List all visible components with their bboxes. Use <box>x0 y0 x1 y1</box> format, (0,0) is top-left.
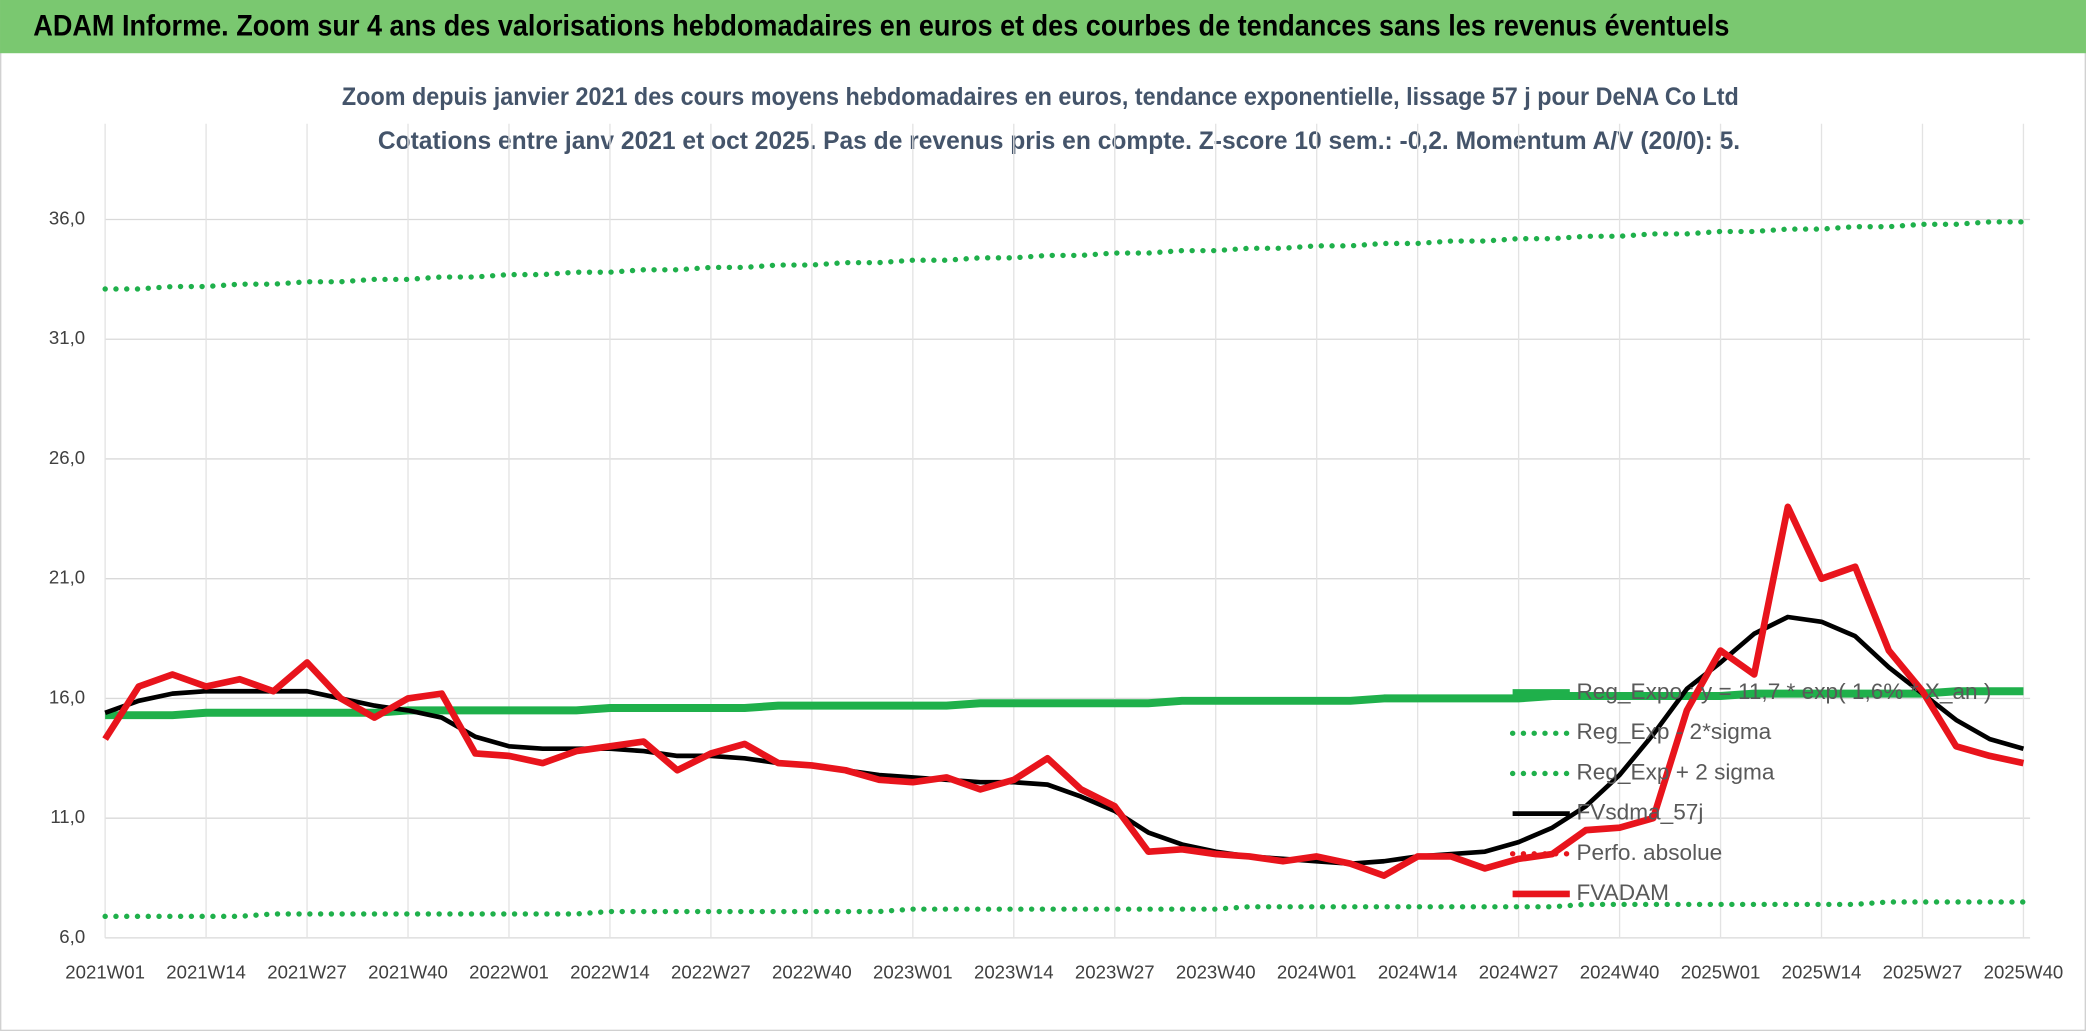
x-tick-label: 2023W40 <box>1176 962 1256 983</box>
chart-subtitle: Cotations entre janv 2021 et oct 2025. P… <box>378 127 1740 155</box>
header-bar <box>0 0 2086 54</box>
y-tick-label: 31,0 <box>49 327 85 348</box>
y-tick-label: 6,0 <box>59 926 85 947</box>
series-line <box>102 219 2027 292</box>
x-tick-label: 2024W40 <box>1580 962 1660 983</box>
legend-label: Reg_Exp + 2 sigma <box>1576 759 1774 784</box>
series-line <box>102 899 2027 919</box>
header: ADAM Informe. Zoom sur 4 ans des valoris… <box>33 11 1729 43</box>
grid: 6,0 11,0 16,0 21,0 26,0 31,0 36,0 2021W01 2021W1… <box>49 123 2064 983</box>
x-tick-label: 2024W27 <box>1479 962 1559 983</box>
legend: Reg_Expo : y = 11,7 * exp( 1,6% * X_an )… <box>1509 679 1991 905</box>
x-tick-label: 2022W01 <box>469 962 549 983</box>
legend-label: FVADAM <box>1576 880 1669 905</box>
plot <box>102 219 2027 919</box>
x-tick-label: 2024W14 <box>1378 962 1458 983</box>
x-tick-label: 2025W14 <box>1782 962 1862 983</box>
x-tick-label: 2025W40 <box>1984 962 2064 983</box>
x-tick-label: 2023W27 <box>1075 962 1155 983</box>
x-tick-label: 2025W01 <box>1681 962 1761 983</box>
x-tick-label: 2023W14 <box>974 962 1054 983</box>
x-tick-label: 2024W01 <box>1277 962 1357 983</box>
y-tick-label: 26,0 <box>49 447 85 468</box>
legend-label: Reg_Exp - 2*sigma <box>1576 719 1771 744</box>
y-tick-label: 11,0 <box>50 806 85 827</box>
y-tick-label: 36,0 <box>49 207 85 228</box>
y-tick-label: 21,0 <box>49 567 85 588</box>
legend-label: Reg_Expo : y = 11,7 * exp( 1,6% * X_an ) <box>1576 679 1991 704</box>
series-line <box>102 503 2025 879</box>
x-tick-label: 2025W27 <box>1883 962 1963 983</box>
legend-label: FVsdma_57j <box>1576 800 1703 825</box>
x-tick-label: 2022W27 <box>671 962 751 983</box>
x-tick-label: 2023W01 <box>873 962 953 983</box>
chart-title: Zoom depuis janvier 2021 des cours moyen… <box>342 83 1739 111</box>
y-tick-label: 16,0 <box>49 686 85 707</box>
x-tick-label: 2021W01 <box>65 962 145 983</box>
x-tick-label: 2021W40 <box>368 962 448 983</box>
x-tick-label: 2022W14 <box>570 962 650 983</box>
x-tick-label: 2021W27 <box>267 962 347 983</box>
x-tick-label: 2022W40 <box>772 962 852 983</box>
x-tick-label: 2021W14 <box>166 962 246 983</box>
legend-label: Perfo. absolue <box>1576 840 1722 865</box>
series-line <box>105 687 2024 720</box>
